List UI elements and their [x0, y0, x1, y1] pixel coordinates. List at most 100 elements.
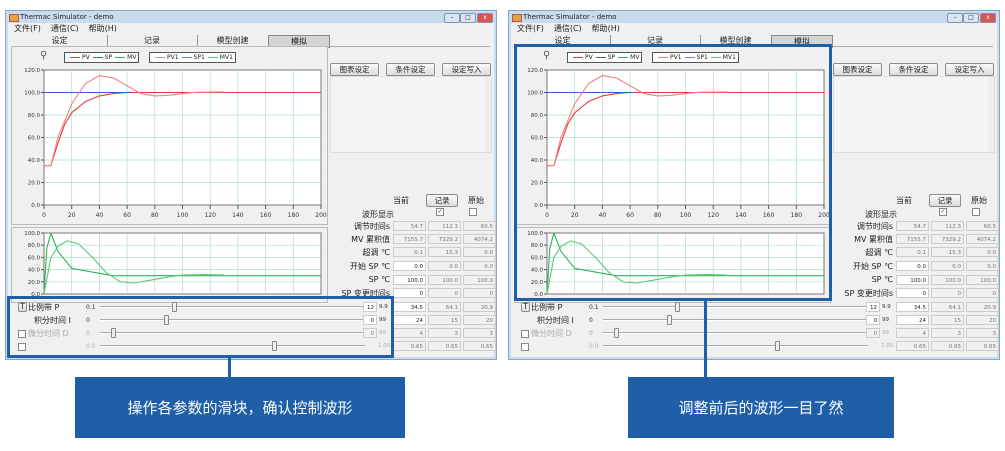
callout-right-text: 调整前后的波形一目了然: [678, 399, 844, 417]
slider-label: 微分时间 D: [531, 329, 572, 338]
zoom-magnifier-icon[interactable]: ⚲: [40, 50, 48, 61]
record-button[interactable]: 记录: [929, 194, 961, 207]
param-value: 3: [966, 328, 999, 338]
condition-settings-button[interactable]: 条件设定: [386, 63, 435, 76]
legend-swatch: [92, 57, 103, 58]
param-value: 0.65: [393, 341, 426, 351]
param-value[interactable]: 0.0: [393, 261, 426, 271]
slider-thumb[interactable]: [110, 328, 116, 338]
slider-track[interactable]: [603, 345, 868, 347]
y-tick-label: 0.0: [534, 203, 543, 209]
minimize-button[interactable]: –: [947, 13, 963, 23]
slider-thumb[interactable]: [613, 328, 619, 338]
slider-checkbox[interactable]: [18, 343, 26, 351]
p-toggle-button[interactable]: T: [521, 302, 530, 312]
message-scrollbar[interactable]: [485, 77, 491, 152]
legend-swatch: [573, 57, 583, 58]
slider-thumb[interactable]: [674, 302, 680, 312]
y-tick-label: 120.0: [527, 68, 543, 74]
write-settings-button[interactable]: 设定写入: [945, 63, 994, 76]
slider-thumb[interactable]: [272, 341, 278, 351]
write-settings-button[interactable]: 设定写入: [442, 63, 491, 76]
legend-label: SP: [607, 54, 616, 61]
param-value: 0.1: [896, 247, 929, 257]
maximize-button[interactable]: □: [963, 13, 979, 23]
menu-item[interactable]: 通信(C): [50, 24, 79, 33]
slider-track[interactable]: [100, 345, 365, 347]
y-tick-label: 0.0: [31, 292, 40, 298]
slider-track[interactable]: [100, 319, 365, 321]
waveform-original-checkbox[interactable]: [469, 208, 477, 216]
legend-swatch: [181, 57, 192, 58]
waveform-original-checkbox[interactable]: [972, 208, 980, 216]
param-value[interactable]: 34.5: [393, 302, 426, 312]
tab-0[interactable]: 设定: [515, 35, 611, 46]
tab-2[interactable]: 模型创建: [197, 35, 269, 46]
slider-thumb[interactable]: [666, 315, 672, 325]
y-tick-label: 60.0: [28, 136, 41, 142]
slider-value-input[interactable]: 0: [866, 315, 880, 325]
slider-value-input[interactable]: 0: [363, 315, 377, 325]
slider-thumb[interactable]: [163, 315, 169, 325]
tab-0[interactable]: 设定: [12, 35, 108, 46]
slider-track[interactable]: [603, 332, 868, 334]
waveform-record-checkbox[interactable]: ✓: [939, 208, 947, 216]
close-button[interactable]: x: [980, 13, 996, 23]
y-tick-label: 100.0: [527, 91, 543, 97]
slider-thumb[interactable]: [171, 302, 177, 312]
legend-swatch: [658, 57, 668, 58]
slider-thumb[interactable]: [775, 341, 781, 351]
slider-track[interactable]: [603, 319, 868, 321]
mv-trend-chart: 100.0 80.0 60.0 40.0 20.0 0.0: [527, 231, 825, 298]
series-line-mv1: [43, 240, 225, 295]
param-label: 开始 SP ℃: [853, 262, 893, 271]
header-current: 当前: [393, 196, 409, 205]
message-scrollbar[interactable]: [988, 77, 994, 152]
slider-track[interactable]: [603, 306, 868, 308]
param-label: 开始 SP ℃: [350, 262, 390, 271]
chart-settings-button[interactable]: 图表设定: [330, 63, 379, 76]
slider-value-input[interactable]: 12: [363, 302, 377, 312]
x-tick-label: 0: [42, 212, 46, 219]
menu-item[interactable]: 帮助(H): [88, 24, 117, 33]
param-value: 54.7: [896, 221, 929, 231]
x-tick-label: 60: [123, 212, 131, 219]
chart-settings-button[interactable]: 图表设定: [833, 63, 882, 76]
close-button[interactable]: x: [477, 13, 493, 23]
p-toggle-button[interactable]: T: [18, 302, 27, 312]
minimize-button[interactable]: –: [444, 13, 460, 23]
tab-1[interactable]: 记录: [610, 35, 701, 46]
x-tick-label: 140: [735, 212, 747, 219]
param-value[interactable]: 24: [393, 315, 426, 325]
param-value[interactable]: 0: [896, 288, 929, 298]
y-tick-label: 40.0: [28, 268, 41, 274]
param-value: 3: [931, 328, 964, 338]
simulator-window-after: Thermac Simulator - demo – □ x 文件(F) 通信(C) 帮助(…: [508, 10, 1000, 360]
menu-item[interactable]: 文件(F): [14, 24, 41, 33]
menu-item[interactable]: 帮助(H): [591, 24, 620, 33]
menu-item[interactable]: 通信(C): [553, 24, 582, 33]
record-button[interactable]: 记录: [426, 194, 458, 207]
menu-item[interactable]: 文件(F): [517, 24, 544, 33]
slider-checkbox[interactable]: [521, 330, 529, 338]
param-value[interactable]: 0: [393, 288, 426, 298]
param-value[interactable]: 34.5: [896, 302, 929, 312]
legend-swatch: [710, 57, 721, 58]
param-value[interactable]: 0.0: [896, 261, 929, 271]
slider-checkbox[interactable]: [18, 330, 26, 338]
slider-track[interactable]: [100, 332, 365, 334]
param-value[interactable]: 100.0: [393, 275, 426, 285]
param-value[interactable]: 24: [896, 315, 929, 325]
maximize-button[interactable]: □: [460, 13, 476, 23]
tab-1[interactable]: 记录: [107, 35, 198, 46]
condition-settings-button[interactable]: 条件设定: [889, 63, 938, 76]
zoom-magnifier-icon[interactable]: ⚲: [543, 50, 551, 61]
waveform-record-checkbox[interactable]: ✓: [436, 208, 444, 216]
param-value: 7329.2: [931, 234, 964, 244]
slider-track[interactable]: [100, 306, 365, 308]
slider-label: 比例带 P: [28, 303, 60, 312]
y-tick-label: 80.0: [531, 243, 544, 249]
slider-value-input[interactable]: 12: [866, 302, 880, 312]
slider-checkbox[interactable]: [521, 343, 529, 351]
param-value[interactable]: 100.0: [896, 275, 929, 285]
